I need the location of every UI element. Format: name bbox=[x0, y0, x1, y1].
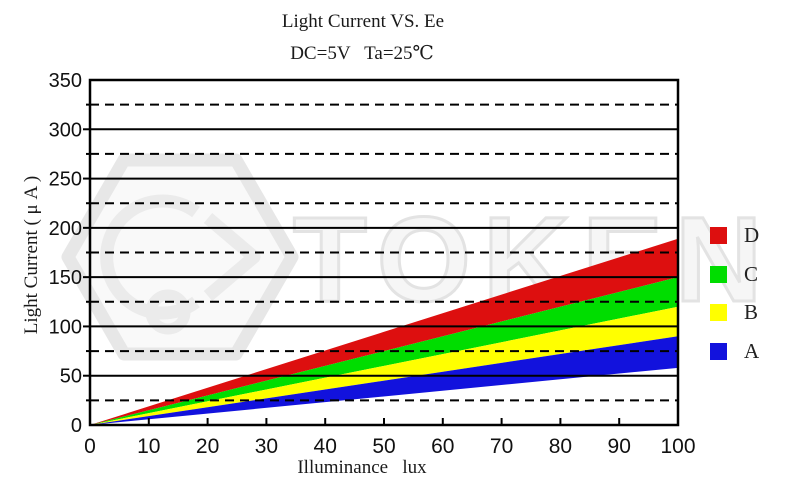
y-tick-label-0: 0 bbox=[71, 415, 82, 437]
legend-label-B: B bbox=[744, 300, 759, 324]
x-tick-label-10: 10 bbox=[137, 435, 160, 458]
y-tick-label-350: 350 bbox=[49, 70, 82, 92]
band-C bbox=[90, 277, 678, 425]
legend-item-C: C bbox=[710, 261, 759, 286]
y-tick-label-200: 200 bbox=[49, 218, 82, 240]
legend-label-C: C bbox=[744, 261, 759, 286]
x-axis-title: Illuminance lux bbox=[297, 457, 427, 478]
y-tick-label-100: 100 bbox=[49, 316, 82, 338]
x-tick-label-0: 0 bbox=[84, 435, 96, 458]
legend-item-A: A bbox=[710, 338, 760, 363]
watermark-dot-icon bbox=[145, 289, 191, 335]
chart-subtitle: DC=5V Ta=25℃ bbox=[290, 43, 434, 64]
x-tick-label-70: 70 bbox=[490, 435, 513, 458]
x-tick-label-60: 60 bbox=[431, 435, 454, 458]
y-tick-label-300: 300 bbox=[49, 119, 82, 141]
band-A bbox=[90, 336, 678, 425]
x-tick-label-40: 40 bbox=[314, 435, 337, 458]
x-tick-label-30: 30 bbox=[255, 435, 278, 458]
x-tick-label-100: 100 bbox=[660, 435, 695, 458]
legend-swatch-D bbox=[710, 227, 727, 244]
x-tick-label-50: 50 bbox=[372, 435, 395, 458]
x-tick-label-90: 90 bbox=[608, 435, 631, 458]
chart-title: Light Current VS. Ee bbox=[281, 11, 445, 32]
legend-swatch-C bbox=[710, 265, 727, 283]
y-tick-label-50: 50 bbox=[60, 366, 82, 388]
x-tick-label-80: 80 bbox=[549, 435, 572, 458]
watermark-c-icon bbox=[100, 194, 200, 320]
legend-item-B: B bbox=[710, 300, 759, 324]
token-watermark: TOKEN bbox=[61, 153, 764, 361]
legend-swatch-A bbox=[710, 342, 727, 360]
y-tick-label-150: 150 bbox=[49, 267, 82, 289]
legend-label-D: D bbox=[744, 223, 760, 247]
band-D bbox=[90, 238, 678, 425]
y-tick-label-250: 250 bbox=[49, 169, 82, 191]
legend-swatch-B bbox=[710, 304, 727, 321]
watermark-chevron-icon bbox=[203, 213, 261, 301]
x-tick-label-20: 20 bbox=[196, 435, 219, 458]
band-B bbox=[90, 306, 678, 425]
legend-label-A: A bbox=[744, 338, 760, 363]
legend-item-D: D bbox=[710, 223, 760, 247]
